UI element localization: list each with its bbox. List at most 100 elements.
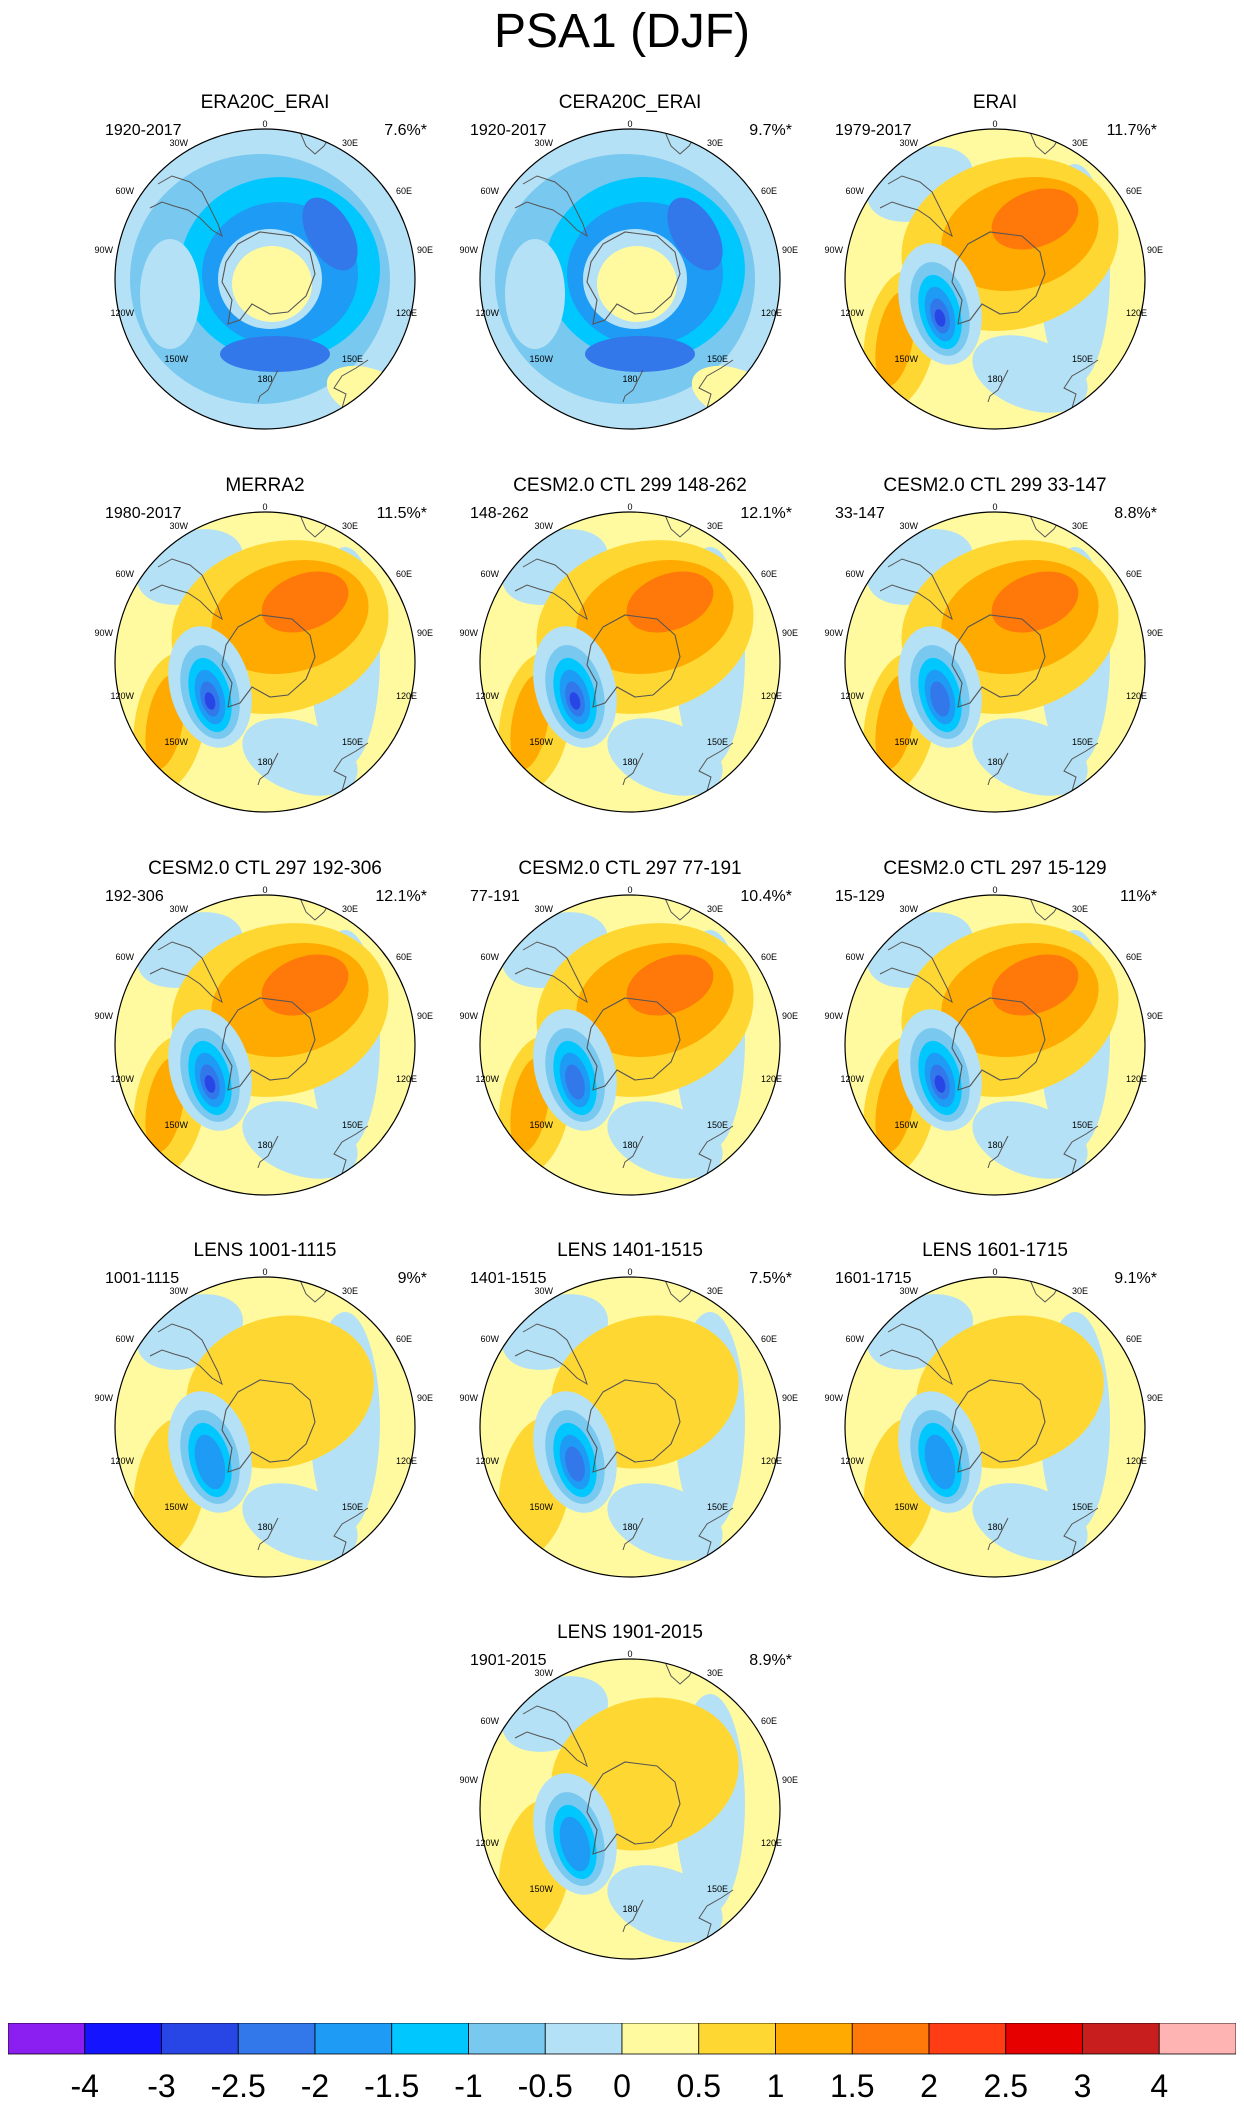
map-border <box>114 1276 416 1578</box>
longitude-label: 30W <box>534 138 553 148</box>
longitude-label: 0 <box>262 885 267 895</box>
new-zealand-outline <box>987 1517 1009 1551</box>
contour-fill <box>115 1277 415 1577</box>
longitude-label: 60W <box>480 1334 499 1344</box>
panel-variance: 12.1%* <box>375 888 427 905</box>
panel-title: CESM2.0 CTL 297 15-129 <box>883 858 1107 879</box>
longitude-label: 120W <box>840 691 864 701</box>
longitude-label: 120W <box>110 1456 134 1466</box>
contour-fill <box>480 512 780 812</box>
longitude-label: 150E <box>707 354 728 364</box>
longitude-label: 0 <box>627 885 632 895</box>
antarctica-outline <box>951 997 1046 1091</box>
panel-variance: 11.7%* <box>1106 122 1157 139</box>
longitude-label: 30W <box>899 521 918 531</box>
longitude-label: 30W <box>169 521 188 531</box>
longitude-label: 60W <box>115 569 134 579</box>
new-zealand-outline <box>987 752 1009 786</box>
longitude-label: 120E <box>761 308 782 318</box>
longitude-label: 120E <box>396 1456 417 1466</box>
longitude-label: 150E <box>707 1120 728 1130</box>
longitude-label: 30E <box>1072 138 1088 148</box>
colorbar-swatch <box>8 2023 86 2055</box>
longitude-label: 90W <box>94 1011 113 1021</box>
polar-map: 0 30E 60E 90E 120E 150E 180 150W 120W 90W 60W 30W <box>824 885 1163 1196</box>
antarctica-outline <box>586 1761 681 1855</box>
longitude-label: 60W <box>480 186 499 196</box>
longitude-label: 90W <box>824 1011 843 1021</box>
polar-map: 0 30E 60E 90E 120E 150E 180 150W 120W 90W 60W 30W <box>824 119 1163 430</box>
longitude-label: 90W <box>459 1393 478 1403</box>
panel-years: 148-262 <box>470 505 529 522</box>
longitude-label: 0 <box>627 502 632 512</box>
map-panel: CESM2.0 CTL 299 33-147 33-147 8.8%* 0 30E 60E… <box>810 475 1180 847</box>
polar-map: 0 30E 60E 90E 120E 150E 180 150W 120W 90W 60W 30W <box>824 1267 1163 1578</box>
longitude-label: 30E <box>707 1286 723 1296</box>
longitude-label: 60E <box>396 952 412 962</box>
longitude-label: 180 <box>257 1140 272 1150</box>
colorbar-label: -2.5 <box>211 2068 266 2104</box>
antarctica-outline <box>586 997 681 1091</box>
panel-years: 33-147 <box>835 505 885 522</box>
longitude-label: 90W <box>94 1393 113 1403</box>
new-zealand-outline <box>622 369 644 403</box>
new-zealand-outline <box>987 369 1009 403</box>
longitude-label: 60E <box>1126 952 1142 962</box>
longitude-label: 180 <box>987 757 1002 767</box>
map-panel: ERA20C_ERAI 1920-2017 7.6%* 0 30E 60E 90E 120E 1… <box>80 92 450 464</box>
map-border <box>114 894 416 1196</box>
longitude-label: 60W <box>115 1334 134 1344</box>
colorbar-label: 0 <box>613 2068 631 2104</box>
map-border <box>844 894 1146 1196</box>
colorbar-label: -2 <box>301 2068 329 2104</box>
polar-map: 0 30E 60E 90E 120E 150E 180 150W 120W 90W 60W 30W <box>459 502 798 813</box>
longitude-label: 0 <box>627 1267 632 1277</box>
longitude-label: 30E <box>1072 1286 1088 1296</box>
map-panel: ERAI 1979-2017 11.7%* 0 30E 60E 90E 120E 150E 180… <box>810 92 1180 464</box>
panel-variance: 12.1%* <box>740 505 792 522</box>
longitude-label: 60W <box>480 952 499 962</box>
longitude-label: 60E <box>1126 186 1142 196</box>
south-america-outline <box>149 1323 223 1386</box>
map-panel: CESM2.0 CTL 297 15-129 15-129 11%* 0 30E 60E 9… <box>810 858 1180 1230</box>
longitude-label: 180 <box>622 757 637 767</box>
longitude-label: 150W <box>894 1502 918 1512</box>
new-zealand-outline <box>257 369 279 403</box>
new-zealand-outline <box>622 1135 644 1169</box>
south-america-outline <box>514 175 588 238</box>
longitude-label: 30W <box>169 904 188 914</box>
longitude-label: 150W <box>529 354 553 364</box>
longitude-label: 30W <box>534 1668 553 1678</box>
south-america-outline <box>149 941 223 1004</box>
longitude-label: 0 <box>262 1267 267 1277</box>
longitude-label: 30E <box>707 1668 723 1678</box>
panel-years: 1401-1515 <box>470 1270 547 1287</box>
map-panel: MERRA2 1980-2017 11.5%* 0 30E 60E 90E 120E 150E 1… <box>80 475 450 847</box>
longitude-label: 120W <box>475 1456 499 1466</box>
longitude-label: 90E <box>782 628 798 638</box>
longitude-label: 90E <box>1147 1011 1163 1021</box>
contour-fill <box>845 1277 1145 1577</box>
longitude-label: 150E <box>1072 1502 1093 1512</box>
longitude-label: 60W <box>480 569 499 579</box>
longitude-label: 150W <box>529 1884 553 1894</box>
panel-years: 1001-1115 <box>105 1270 180 1287</box>
map-border <box>844 511 1146 813</box>
longitude-label: 150W <box>894 737 918 747</box>
map-border <box>479 1658 781 1960</box>
colorbar-swatch <box>161 2023 239 2055</box>
south-america-outline <box>514 1323 588 1386</box>
longitude-label: 60E <box>1126 569 1142 579</box>
longitude-label: 150W <box>164 737 188 747</box>
antarctica-outline <box>221 614 316 708</box>
map-panel: LENS 1401-1515 1401-1515 7.5%* 0 30E 60E 90E 12… <box>445 1240 815 1612</box>
contour-fill <box>480 895 780 1195</box>
longitude-label: 150E <box>342 1120 363 1130</box>
panel-title: MERRA2 <box>225 475 305 496</box>
colorbar-swatch <box>84 2023 162 2055</box>
polar-map: 0 30E 60E 90E 120E 150E 180 150W 120W 90W 60W 30W <box>459 1267 798 1578</box>
colorbar-swatch <box>1005 2023 1083 2055</box>
longitude-label: 180 <box>622 1522 637 1532</box>
polar-map: 0 30E 60E 90E 120E 150E 180 150W 120W 90W 60W 30W <box>94 119 433 430</box>
colorbar-label: -1 <box>454 2068 482 2104</box>
